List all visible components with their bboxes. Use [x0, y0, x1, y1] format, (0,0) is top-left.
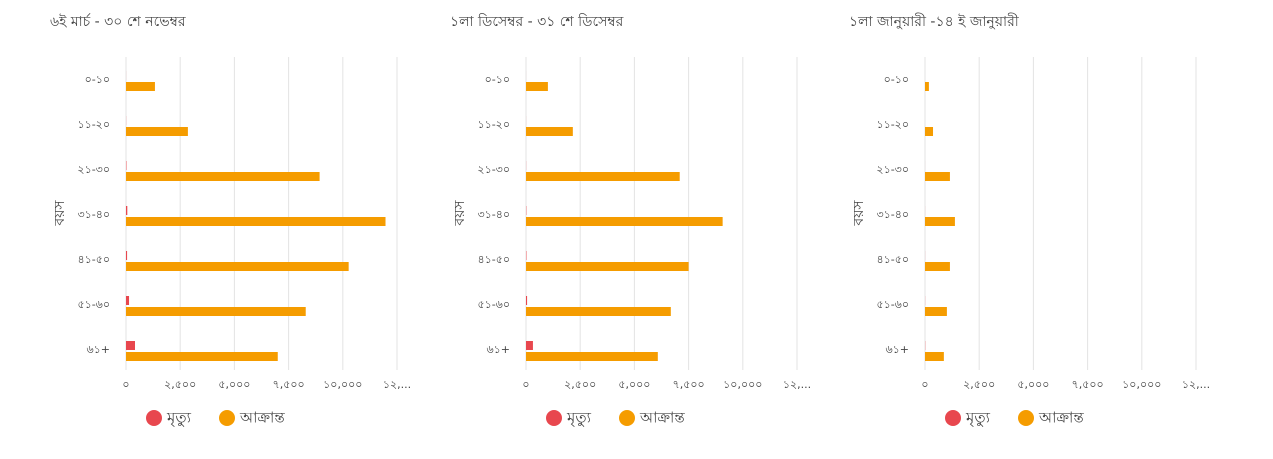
y-axis-label: বয়স: [52, 200, 68, 227]
y-tick-label: ৫১-৬০: [77, 298, 110, 311]
bar: [126, 206, 128, 215]
bar: [526, 172, 680, 181]
bar: [925, 217, 955, 226]
x-tick-label: ৭,৫০০: [1072, 378, 1104, 391]
bar: [126, 172, 320, 181]
chart-title: ১লা ডিসেম্বর - ৩১ শে ডিসেম্বর: [450, 13, 624, 30]
x-tick-label: ৫,০০০: [618, 378, 650, 391]
y-tick-label: ০-১০: [485, 73, 510, 86]
bar: [126, 82, 155, 91]
bar: [925, 262, 950, 271]
bar: [126, 251, 128, 260]
y-tick-label: ৩১-৪০: [876, 208, 909, 221]
y-tick-label: ২১-৩০: [477, 163, 510, 176]
bar: [126, 307, 306, 316]
legend-marker: [945, 410, 961, 426]
bar: [526, 127, 573, 136]
x-tick-label: ১২,...: [1182, 378, 1210, 391]
chart-title: ৬ই মার্চ - ৩০ শে নভেম্বর: [50, 13, 186, 30]
bar: [526, 352, 658, 361]
legend-label: আক্রান্ত: [1038, 409, 1084, 427]
bar: [126, 217, 386, 226]
legend-marker: [219, 410, 235, 426]
y-tick-label: ৬১+: [86, 343, 110, 356]
x-tick-label: ২,৫০০: [963, 378, 995, 391]
y-tick-label: ৪১-৫০: [477, 253, 510, 266]
bar: [925, 82, 929, 91]
bar: [925, 127, 934, 136]
y-tick-label: ০-১০: [85, 73, 110, 86]
y-tick-label: ২১-৩০: [876, 163, 909, 176]
x-tick-label: ০: [522, 378, 529, 391]
x-tick-label: ৫,০০০: [218, 378, 250, 391]
legend-label: আক্রান্ত: [239, 409, 285, 427]
x-tick-label: ১০,০০০: [323, 378, 362, 391]
bar: [126, 262, 349, 271]
bar: [526, 307, 671, 316]
x-tick-label: ১২,...: [383, 378, 411, 391]
x-tick-label: ১০,০০০: [1122, 378, 1161, 391]
legend-label: মৃত্যু: [566, 409, 592, 428]
y-tick-label: ১১-২০: [477, 118, 510, 131]
y-tick-label: ৬১+: [486, 343, 510, 356]
legend-label: মৃত্যু: [166, 409, 192, 428]
x-tick-label: ১২,...: [783, 378, 811, 391]
bar: [526, 82, 548, 91]
x-tick-label: ২,৫০০: [564, 378, 596, 391]
legend-marker: [619, 410, 635, 426]
bar: [126, 296, 130, 305]
y-tick-label: ৫১-৬০: [876, 298, 909, 311]
y-tick-label: ৫১-৬০: [477, 298, 510, 311]
x-tick-label: ৭,৫০০: [673, 378, 705, 391]
y-tick-label: ৪১-৫০: [77, 253, 110, 266]
y-axis-label: বয়স: [452, 200, 468, 227]
x-tick-label: ১০,০০০: [723, 378, 762, 391]
y-tick-label: ৩১-৪০: [77, 208, 110, 221]
bar: [126, 341, 135, 350]
legend-label: আক্রান্ত: [639, 409, 685, 427]
y-tick-label: ৩১-৪০: [477, 208, 510, 221]
legend-label: মৃত্যু: [965, 409, 991, 428]
bar: [526, 341, 533, 350]
y-tick-label: ১১-২০: [77, 118, 110, 131]
legend-marker: [146, 410, 162, 426]
bar: [526, 262, 689, 271]
bar: [925, 307, 947, 316]
bar: [925, 172, 950, 181]
bar: [126, 127, 188, 136]
y-axis-label: বয়স: [851, 200, 867, 227]
legend-marker: [546, 410, 562, 426]
bar: [526, 217, 723, 226]
x-tick-label: ০: [921, 378, 928, 391]
y-tick-label: ৬১+: [885, 343, 909, 356]
bar: [126, 352, 278, 361]
bar: [526, 296, 528, 305]
x-tick-label: ০: [122, 378, 129, 391]
x-tick-label: ৫,০০০: [1017, 378, 1049, 391]
legend-marker: [1018, 410, 1034, 426]
x-tick-label: ৭,৫০০: [273, 378, 305, 391]
y-tick-label: ৪১-৫০: [876, 253, 909, 266]
y-tick-label: ১১-২০: [876, 118, 909, 131]
chart-title: ১লা জানুয়ারী -১৪ ই জানুয়ারী: [849, 13, 1020, 30]
bar: [925, 352, 944, 361]
y-tick-label: ২১-৩০: [77, 163, 110, 176]
x-tick-label: ২,৫০০: [164, 378, 196, 391]
y-tick-label: ০-১০: [884, 73, 909, 86]
